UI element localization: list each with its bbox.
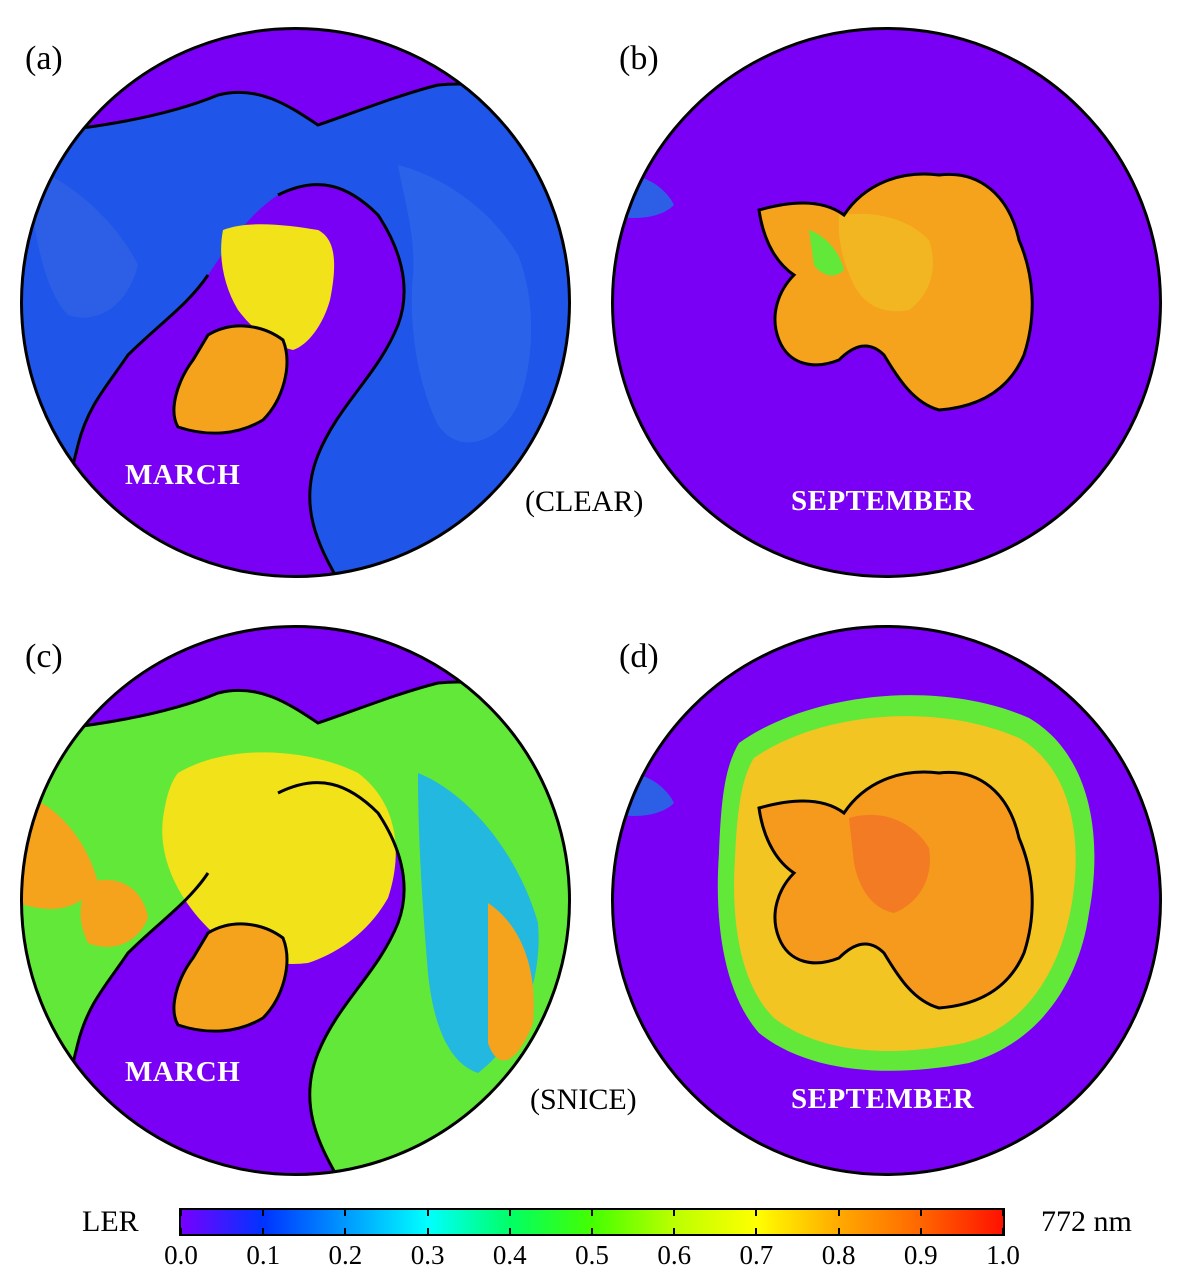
- colorbar-tick-label: 0.8: [821, 1240, 856, 1270]
- colorbar-tick-mark: [508, 1208, 511, 1216]
- colorbar-tick-label: 0.2: [328, 1240, 363, 1270]
- colorbar-quantity-label: LER: [82, 1205, 139, 1238]
- colorbar-tick-mark: [591, 1208, 593, 1216]
- colorbar-tick-label: 0.9: [903, 1240, 938, 1270]
- colorbar-tick-label: 0.3: [410, 1240, 445, 1270]
- colorbar-tick-label: 0.0: [164, 1240, 198, 1270]
- colorbar-tick-mark: [180, 1208, 182, 1216]
- month-label-a: MARCH: [125, 459, 241, 491]
- colorbar-tick-label: 0.6: [657, 1240, 692, 1270]
- colorbar-tick-mark: [919, 1228, 922, 1236]
- panel-label-c: (c): [25, 638, 63, 675]
- colorbar-tick-mark: [837, 1228, 840, 1236]
- colorbar-tick-mark: [508, 1228, 511, 1236]
- map-arctic-snice: [20, 625, 571, 1176]
- month-label-b: SEPTEMBER: [791, 485, 975, 517]
- colorbar-tick-label: 1.0: [986, 1240, 1020, 1270]
- map-arctic-clear: [20, 27, 571, 578]
- colorbar-tick-mark: [919, 1208, 922, 1216]
- colorbar-tick-mark: [673, 1228, 676, 1236]
- colorbar-tick-mark: [755, 1208, 758, 1216]
- month-label-d: SEPTEMBER: [791, 1083, 975, 1115]
- row-label-clear: (CLEAR): [525, 485, 644, 518]
- colorbar-tick-mark: [426, 1228, 429, 1236]
- map-antarctic-clear: [611, 27, 1162, 578]
- row-label-snice: (SNICE): [530, 1083, 637, 1116]
- colorbar-tick-label: 0.7: [739, 1240, 774, 1270]
- colorbar-tick-mark: [426, 1208, 429, 1216]
- colorbar-tick-mark: [1002, 1228, 1004, 1236]
- colorbar-tick-mark: [262, 1208, 265, 1216]
- panel-label-b: (b): [619, 40, 659, 77]
- colorbar-tick-mark: [755, 1228, 758, 1236]
- colorbar-tick-mark: [673, 1208, 676, 1216]
- colorbar-tick-mark: [837, 1208, 840, 1216]
- colorbar-tick-mark: [180, 1228, 182, 1236]
- colorbar-tick-label: 0.4: [492, 1240, 527, 1270]
- colorbar-tick-label: 0.1: [246, 1240, 281, 1270]
- colorbar-tick-mark: [262, 1228, 265, 1236]
- month-label-c: MARCH: [125, 1056, 241, 1088]
- map-antarctic-snice: [611, 625, 1162, 1176]
- colorbar-tick-mark: [344, 1228, 347, 1236]
- panel-label-d: (d): [619, 638, 659, 675]
- colorbar-tick-label: 0.5: [575, 1240, 609, 1270]
- panel-label-a: (a): [25, 40, 63, 77]
- colorbar-tick-mark: [591, 1228, 593, 1236]
- colorbar-wavelength-label: 772 nm: [1041, 1205, 1132, 1238]
- colorbar-tick-mark: [1002, 1208, 1004, 1216]
- colorbar-tick-mark: [344, 1208, 347, 1216]
